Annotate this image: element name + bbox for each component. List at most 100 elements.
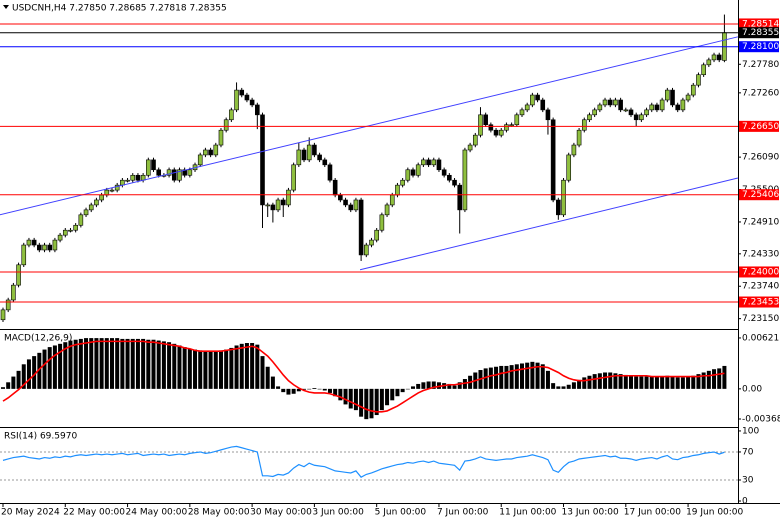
candle-body [618,99,623,111]
candle-body [556,199,561,216]
candle-body [57,234,63,241]
macd-bar [504,365,509,389]
candle-body [244,94,250,101]
macd-bar [520,363,524,389]
macd-bar [421,382,426,389]
candle-body [73,224,78,231]
candle-body [519,109,525,116]
candle-body [488,124,494,131]
candle-body [389,194,395,206]
candle-body [540,99,546,111]
macd-bar [52,345,57,389]
macd-bar [364,388,369,420]
macd-bar [322,388,327,391]
candle-body [312,144,317,156]
macd-bar [338,388,343,401]
candle-body [322,159,328,166]
macd-bar [639,376,644,389]
candle-body [415,164,421,176]
candle-body [535,94,540,101]
macd-bar [26,359,31,389]
macd-bar [571,382,576,389]
macd-bar [302,388,307,390]
macd-bar [104,338,109,389]
candle-body [135,174,141,181]
macd-bar [551,383,556,389]
candle-body [405,169,411,181]
x-tick-label: 11 Jun 00:00 [499,508,556,518]
macd-bar [270,376,275,389]
candle-body [716,54,722,61]
macd-bar [660,376,665,389]
candle-body [317,154,322,161]
macd-bar [115,338,120,389]
candle-body [431,159,437,166]
macd-bar [359,388,364,417]
candle-body [680,99,686,111]
candle-body [31,239,37,246]
candle-body [213,144,219,156]
candle-body [296,149,302,166]
y-tick-label: 7.27260 [742,88,779,98]
macd-bar [665,375,670,389]
macd-bar [706,370,711,389]
candle-body [306,144,312,161]
candle-body [576,129,582,146]
candle-body [472,134,478,146]
macd-bar [374,388,379,416]
macd-bar [717,368,722,389]
candle-body [633,114,639,121]
macd-bar [436,382,441,389]
macd-bar [618,374,623,389]
macd-bar [68,340,73,389]
macd-bar [603,372,608,389]
macd-bar [198,350,203,389]
macd-bar [125,338,130,389]
macd-bar [213,351,218,389]
macd-bar [135,338,140,389]
macd-bar [390,388,395,401]
candle-body [187,169,193,176]
macd-bar [722,365,727,389]
candle-body [426,159,431,166]
macd-bar [431,381,436,389]
candle-body [125,179,130,182]
macd-bar [327,388,332,393]
macd-bar [545,370,550,389]
candle-body [286,189,291,206]
candle-body [197,154,203,166]
candle-body [514,114,520,126]
macd-bar [151,339,156,389]
level-label-box [739,27,779,39]
candle-body [280,199,286,206]
macd-bar [281,388,286,393]
macd-bar [218,350,223,389]
candle-body [301,149,307,161]
macd-bar [6,382,11,389]
macd-bar [525,362,530,389]
candle-body [509,124,514,127]
candle-body [343,199,348,206]
candle-body [628,109,634,116]
candle-body [47,244,53,251]
candle-body [639,114,644,121]
candle-body [255,104,260,116]
candle-body [94,199,99,206]
candle-body [88,204,94,211]
candle-body [587,114,592,121]
candle-body [218,129,224,146]
macd-bar [224,349,229,389]
macd-bar [239,343,244,389]
candle-body [270,204,276,211]
macd-bar [307,388,312,390]
candle-body [120,179,125,186]
candle-body [275,199,281,211]
macd-bar [613,373,618,389]
macd-bar [161,341,166,389]
macd-bar [317,388,322,390]
macd-bar [120,338,125,389]
candle-body [363,244,369,256]
macd-bar [483,368,488,389]
